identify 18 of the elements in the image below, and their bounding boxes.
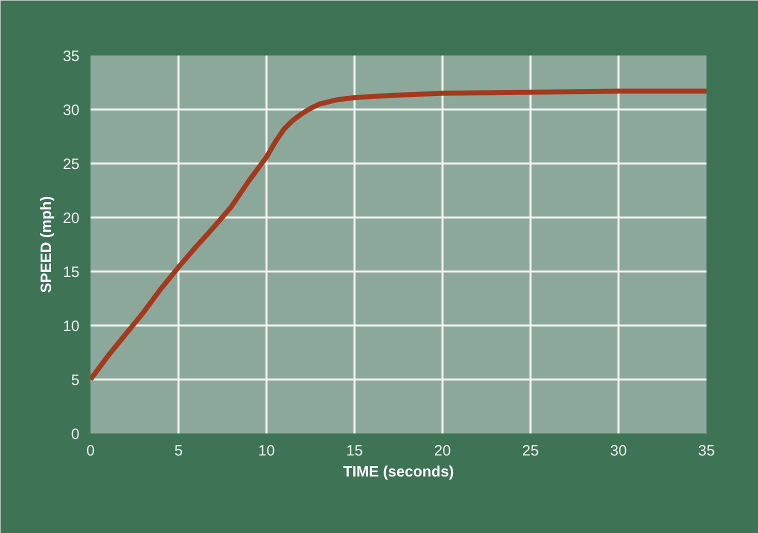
x-tick-label: 15 — [346, 442, 363, 460]
x-tick-label: 35 — [698, 442, 715, 460]
x-tick-label: 25 — [522, 442, 539, 460]
x-tick-label: 30 — [610, 442, 627, 460]
y-tick-label: 0 — [71, 426, 80, 443]
x-axis-title: TIME (seconds) — [343, 464, 454, 480]
y-axis-title: SPEED (mph) — [38, 196, 55, 293]
y-tick-label: 5 — [71, 372, 80, 389]
x-tick-label: 0 — [86, 442, 95, 460]
y-tick-label: 30 — [62, 102, 80, 119]
y-tick-label: 25 — [62, 156, 80, 173]
x-tick-label: 5 — [174, 442, 183, 460]
y-tick-label: 15 — [62, 264, 80, 281]
y-tick-label: 10 — [62, 318, 80, 335]
y-tick-label: 20 — [62, 210, 80, 227]
x-tick-label: 20 — [434, 442, 451, 460]
y-tick-label: 35 — [62, 48, 80, 65]
x-tick-label: 10 — [258, 442, 275, 460]
